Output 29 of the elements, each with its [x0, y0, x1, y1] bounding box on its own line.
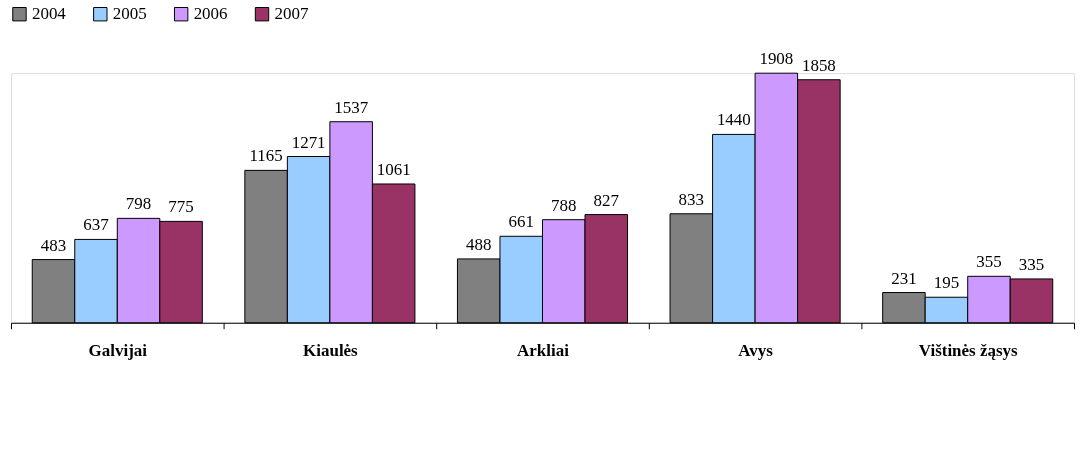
data-label: 1165 [249, 146, 283, 166]
legend-label: 2007 [274, 4, 309, 24]
data-label: 1908 [759, 49, 794, 69]
x-tick-label: Kiaulės [303, 341, 359, 361]
data-label: 1537 [334, 97, 369, 117]
data-label: 195 [933, 273, 960, 293]
data-label: 483 [40, 235, 67, 255]
data-label: 788 [551, 195, 577, 215]
data-label: 231 [891, 268, 917, 288]
legend-label: 2005 [112, 4, 147, 24]
data-label: 1271 [291, 132, 326, 152]
data-label: 335 [1018, 254, 1045, 274]
data-label: 488 [465, 234, 492, 254]
data-label: 833 [678, 189, 705, 209]
legend-label: 2006 [193, 4, 228, 24]
data-label: 775 [168, 197, 194, 217]
data-label: 1858 [801, 55, 836, 75]
x-tick-label: Galvijai [88, 341, 148, 361]
x-tick-label: Arkliai [517, 341, 570, 361]
data-label: 1440 [716, 110, 751, 130]
x-tick-label: Vištinės žąsys [918, 341, 1018, 361]
data-label: 1061 [376, 159, 411, 179]
data-label: 827 [593, 190, 619, 210]
data-label: 355 [976, 252, 1002, 272]
data-label: 798 [125, 194, 152, 214]
data-label: 637 [83, 215, 109, 235]
legend-label: 2004 [31, 4, 67, 24]
data-label: 661 [508, 212, 534, 232]
x-tick-label: Avys [738, 341, 774, 361]
